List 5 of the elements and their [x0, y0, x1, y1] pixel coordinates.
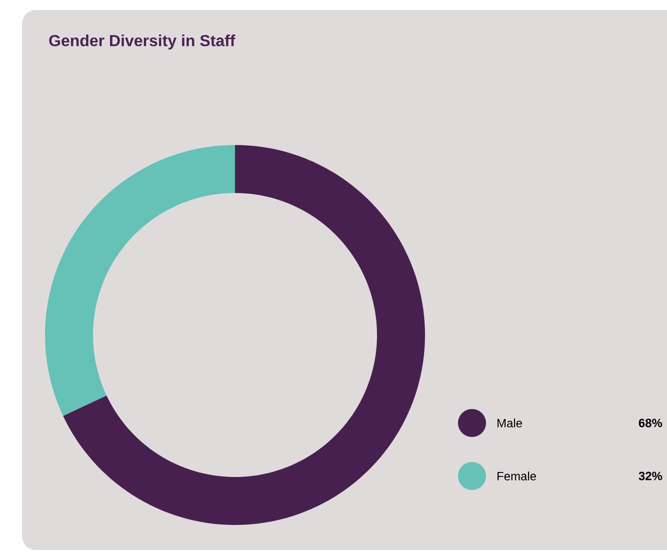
chart-title: Gender Diversity in Staff	[49, 34, 236, 50]
legend-label: Male	[498, 418, 522, 428]
data-label: 32%	[638, 472, 662, 480]
legend-label: Female	[498, 472, 536, 480]
data-label: 68%	[638, 418, 662, 428]
